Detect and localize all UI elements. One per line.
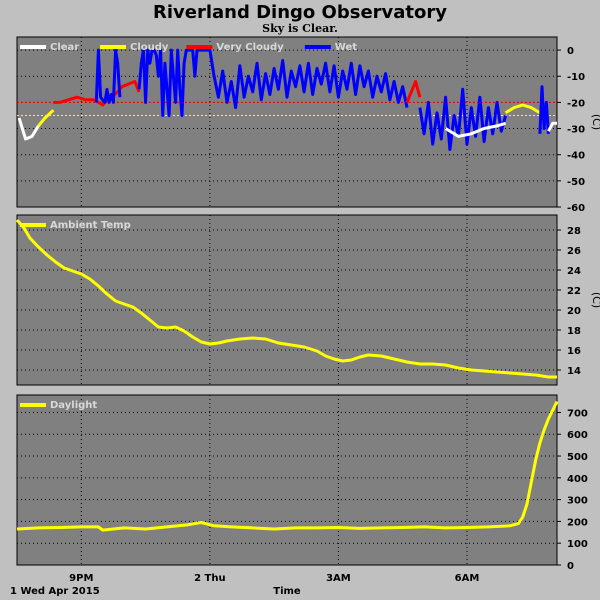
y-tick-label: 100: [567, 539, 588, 550]
x-tick-label: 3AM: [326, 573, 351, 584]
x-tick-label: 6AM: [455, 573, 480, 584]
series-line-0: [17, 117, 40, 141]
daylight-panel: 700 600 500 400 300 200 100 0 Daylight: [16, 394, 588, 572]
y-tick-label: 16: [567, 346, 581, 357]
legend-label: Wet: [335, 42, 357, 53]
series-line-10: [538, 85, 550, 134]
y-tick-label: 18: [567, 326, 581, 337]
y-tick-label: -10: [567, 72, 585, 83]
legend-label: Ambient Temp: [50, 220, 131, 231]
y-tick-label: 22: [567, 286, 581, 297]
legend-label: Cloudy: [130, 42, 169, 53]
sky-temp-panel: 0 -10 -20 -30 -40 -50 -60 (C) Clear Cloudy Very Cl…: [16, 36, 600, 214]
y-tick-label: 20: [567, 306, 581, 317]
y-tick-label: -30: [567, 125, 585, 136]
series-line-2: [53, 80, 141, 107]
x-tick-label: 9PM: [69, 573, 93, 584]
series-line-4: [137, 48, 216, 117]
y-tick-label: 700: [567, 408, 588, 419]
y-tick-label: -40: [567, 151, 585, 162]
series-line-11: [547, 121, 557, 132]
y-tick-label: 0: [567, 561, 574, 572]
sky-status: Sky is Clear.: [262, 22, 338, 35]
y-tick-label: 28: [567, 226, 581, 237]
y-tick-label: 400: [567, 474, 588, 485]
legend-label: Daylight: [50, 400, 97, 411]
y-tick-label: 24: [567, 266, 581, 277]
y-unit-label: (C): [590, 292, 600, 308]
y-unit-label: (C): [590, 114, 600, 130]
x-axis-label: Time: [273, 586, 301, 597]
series-line-6: [405, 80, 422, 103]
plot-area: [16, 214, 558, 386]
y-tick-label: 600: [567, 430, 588, 441]
y-tick-label: 300: [567, 496, 588, 507]
legend-label: Clear: [50, 42, 79, 53]
y-tick-label: 14: [567, 366, 581, 377]
x-tick-label: 2 Thu: [194, 573, 226, 584]
y-tick-label: 500: [567, 452, 588, 463]
series-line-1: [37, 109, 55, 127]
series-line-0: [16, 400, 559, 532]
y-tick-label: 0: [567, 46, 574, 57]
series-line-3: [94, 48, 122, 104]
ambient-temp-panel: 28 26 24 22 20 18 16 14 (C) Ambient Temp: [15, 214, 600, 386]
plot-area: [16, 394, 558, 566]
y-tick-label: 200: [567, 517, 588, 528]
legend-label: Very Cloudy: [216, 42, 284, 53]
series-line-8: [444, 121, 507, 138]
date-label: 1 Wed Apr 2015: [10, 586, 100, 597]
series-line-0: [15, 218, 557, 379]
series-line-5: [212, 59, 409, 110]
y-tick-label: -20: [567, 98, 585, 109]
series-line-7: [418, 87, 508, 151]
series-line-9: [504, 103, 541, 115]
y-tick-label: -60: [567, 203, 585, 214]
y-tick-label: -50: [567, 177, 585, 188]
page-title: Riverland Dingo Observatory: [153, 2, 447, 23]
y-tick-label: 26: [567, 246, 581, 257]
